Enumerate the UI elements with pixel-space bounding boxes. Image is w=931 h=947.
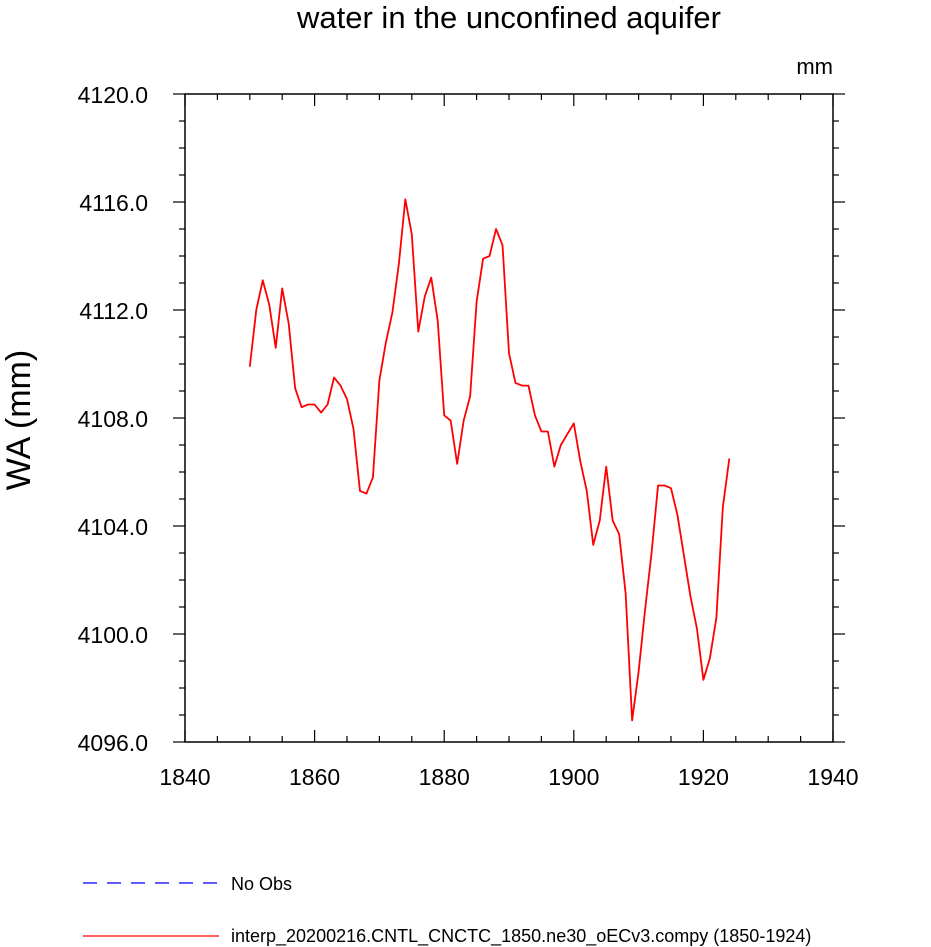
x-tick-label: 1840 — [159, 764, 210, 790]
legend: No Obs interp_20200216.CNTL_CNCTC_1850.n… — [83, 874, 811, 947]
chart-title: water in the unconfined aquifer — [296, 0, 721, 35]
y-tick-label: 4108.0 — [78, 406, 148, 432]
x-tick-label: 1940 — [807, 764, 858, 790]
plot-frame — [184, 93, 834, 743]
y-tick-label: 4116.0 — [79, 190, 148, 216]
y-tick-label: 4096.0 — [78, 730, 148, 756]
units-label: mm — [796, 54, 833, 79]
y-axis-label: WA (mm) — [0, 350, 38, 490]
series-line — [248, 198, 731, 722]
legend-label-model: interp_20200216.CNTL_CNCTC_1850.ne30_oEC… — [231, 926, 811, 947]
y-tick-label: 4104.0 — [78, 514, 148, 540]
y-tick-label: 4100.0 — [78, 622, 148, 648]
y-tick-label: 4112.0 — [79, 298, 148, 324]
x-tick-label: 1900 — [548, 764, 599, 790]
x-tick-label: 1880 — [419, 764, 470, 790]
plot-area: 1840 1860 1880 1900 1920 1940 4096.0 4100.0 4104… — [78, 82, 859, 790]
y-tick-label: 4120.0 — [78, 82, 148, 108]
x-tick-label: 1920 — [678, 764, 729, 790]
legend-label-no-obs: No Obs — [231, 874, 292, 894]
x-tick-label: 1860 — [289, 764, 340, 790]
